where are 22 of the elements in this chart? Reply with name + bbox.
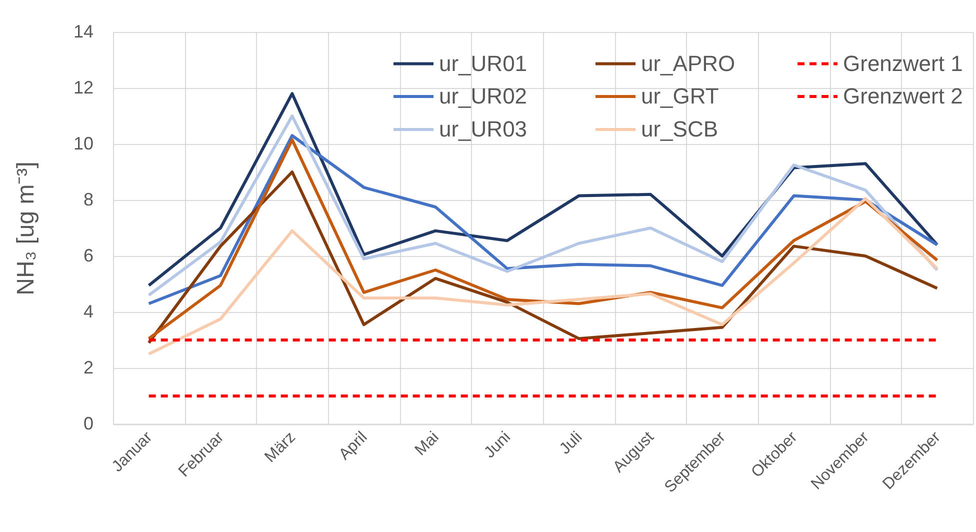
x-tick-label: Juni	[481, 428, 514, 462]
legend-label: ur_UR02	[439, 84, 528, 108]
x-tick-label: Mai	[412, 428, 442, 460]
legend-label: ur_UR03	[439, 116, 528, 142]
y-tick-label: 2	[83, 358, 94, 378]
legend-label: ur_GRT	[641, 84, 719, 108]
legend-label: Grenzwert 1	[843, 50, 963, 76]
y-tick-label: 0	[83, 414, 94, 434]
legend-label: Grenzwert 2	[843, 84, 963, 108]
y-tick-label: 6	[83, 246, 94, 266]
y-tick-label: 8	[83, 190, 94, 210]
x-tick-label: Juli	[556, 428, 586, 458]
y-tick-label: 14	[73, 22, 94, 42]
y-tick-label: 10	[73, 134, 94, 154]
y-tick-label: 4	[83, 302, 94, 322]
line-series	[147, 197, 939, 356]
legend-label: ur_APRO	[641, 50, 736, 76]
y-axis-title: NH₃ [ug m⁻³]	[12, 162, 40, 296]
line-series	[147, 170, 939, 344]
legend-label: ur_SCB	[641, 116, 718, 142]
legend-label: ur_UR01	[439, 50, 528, 76]
y-tick-label: 12	[73, 78, 94, 98]
